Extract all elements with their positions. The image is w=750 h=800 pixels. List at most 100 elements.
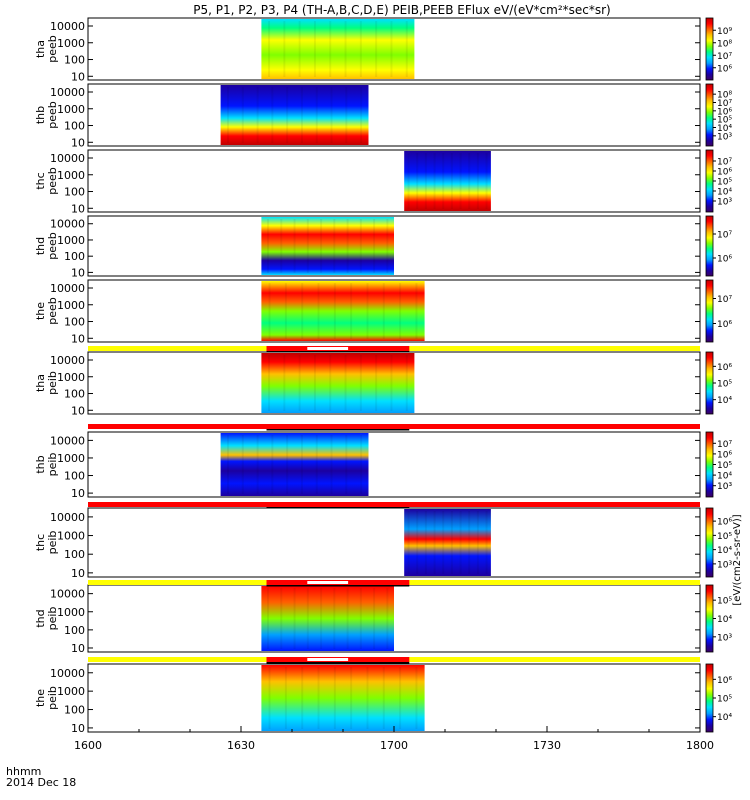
y-tick-label: 10 [71,567,85,580]
colorbar-tick-label: 10⁷ [717,295,732,305]
colorbar-tick-label: 10⁵ [717,532,732,542]
y-tick-label: 1000 [57,685,85,698]
x-tick-label: 1800 [686,739,714,752]
panel-label: peeb [46,101,59,129]
y-tick-label: 10000 [50,20,85,33]
y-tick-label: 10 [71,487,85,500]
colorbar-tick-label: 10⁵ [717,461,732,471]
colorbar-tick-label: 10³ [717,132,732,142]
spectrogram-block [404,151,491,211]
y-tick-label: 100 [64,624,85,637]
spectrogram-block [261,281,425,341]
y-tick-label: 10000 [50,282,85,295]
y-tick-label: 100 [64,388,85,401]
colorbar-tick-label: 10⁴ [717,713,732,723]
colorbar [705,17,714,81]
spectrogram-block [220,433,369,496]
colorbar [705,149,714,213]
colorbar-tick-label: 10⁶ [717,676,732,686]
x-tick-label: 1630 [227,739,255,752]
flag-bar-edge [266,585,410,587]
y-tick-label: 10 [71,70,85,83]
spectrogram-block [261,586,394,651]
panel-label: peeb [46,167,59,195]
y-tick-label: 10 [71,266,85,279]
flag-bar [88,424,700,431]
spectrogram-block [220,85,369,145]
colorbar-tick-label: 10⁵ [717,380,732,390]
panel-label: peib [46,686,59,710]
colorbar-tick-label: 10⁷ [717,158,732,168]
date-label: 2014 Dec 18 [6,776,76,789]
colorbar-tick-label: 10⁸ [717,91,732,101]
y-tick-label: 100 [64,704,85,717]
y-tick-label: 1000 [57,530,85,543]
colorbar-tick-label: 10⁴ [717,472,732,482]
y-tick-label: 10000 [50,511,85,524]
colorbar-tick-label: 10⁶ [717,363,732,373]
y-tick-label: 1000 [57,452,85,465]
colorbar-tick-label: 10⁶ [717,168,732,178]
y-tick-label: 100 [64,316,85,329]
flag-bar-edge [266,351,410,353]
colorbar [705,431,714,498]
chart-title: P5, P1, P2, P3, P4 (TH-A,B,C,D,E) PEIB,P… [193,3,610,17]
flag-bar-fill [88,424,700,429]
y-tick-label: 10000 [50,218,85,231]
colorbar-tick-label: 10⁵ [717,597,732,607]
colorbar-unit-label: [eV/(cm2-s-sr-eV)] [732,514,743,605]
y-tick-label: 10000 [50,354,85,367]
y-tick-label: 1000 [57,37,85,50]
y-tick-label: 100 [64,54,85,67]
colorbar-tick-label: 10⁷ [717,52,732,62]
y-tick-label: 10 [71,332,85,345]
spectrogram-block [261,353,415,413]
panel-frame [87,83,701,147]
y-tick-label: 10 [71,642,85,655]
y-tick-label: 10000 [50,152,85,165]
x-tick-label: 1600 [74,739,102,752]
flag-bar-segment [307,347,349,350]
flag-bar-edge [266,429,410,431]
y-tick-label: 1000 [57,234,85,247]
colorbar-tick-label: 10⁶ [717,518,732,528]
panel-label: peeb [46,35,59,63]
x-tick-label: 1730 [533,739,561,752]
panel-label: tha [34,374,47,392]
time-axis-label: hhmm [6,765,41,778]
colorbar-tick-label: 10⁶ [717,107,732,117]
panel-label: peeb [46,297,59,325]
colorbar-tick-label: 10⁴ [717,188,732,198]
flag-bar-edge [266,507,410,509]
y-tick-label: 10000 [50,434,85,447]
colorbar [705,663,714,733]
panel-frame [87,507,701,578]
flag-bar-segment [307,658,349,661]
flag-bar [88,346,700,353]
colorbar-tick-label: 10⁵ [717,695,732,705]
colorbar [705,351,714,415]
colorbar-tick-label: 10³ [717,198,732,208]
flag-bar-segment [307,581,349,584]
panel-label: peeb [46,232,59,260]
y-tick-label: 1000 [57,103,85,116]
panel-label: thc [34,172,47,189]
panel-label: thb [34,106,47,124]
colorbar [705,507,714,578]
panel-label: thd [34,237,47,255]
flag-bar [88,580,700,587]
panel-label: the [34,689,47,707]
colorbar-tick-label: 10⁶ [717,450,732,460]
y-tick-label: 10000 [50,86,85,99]
panel-label: peib [46,371,59,395]
